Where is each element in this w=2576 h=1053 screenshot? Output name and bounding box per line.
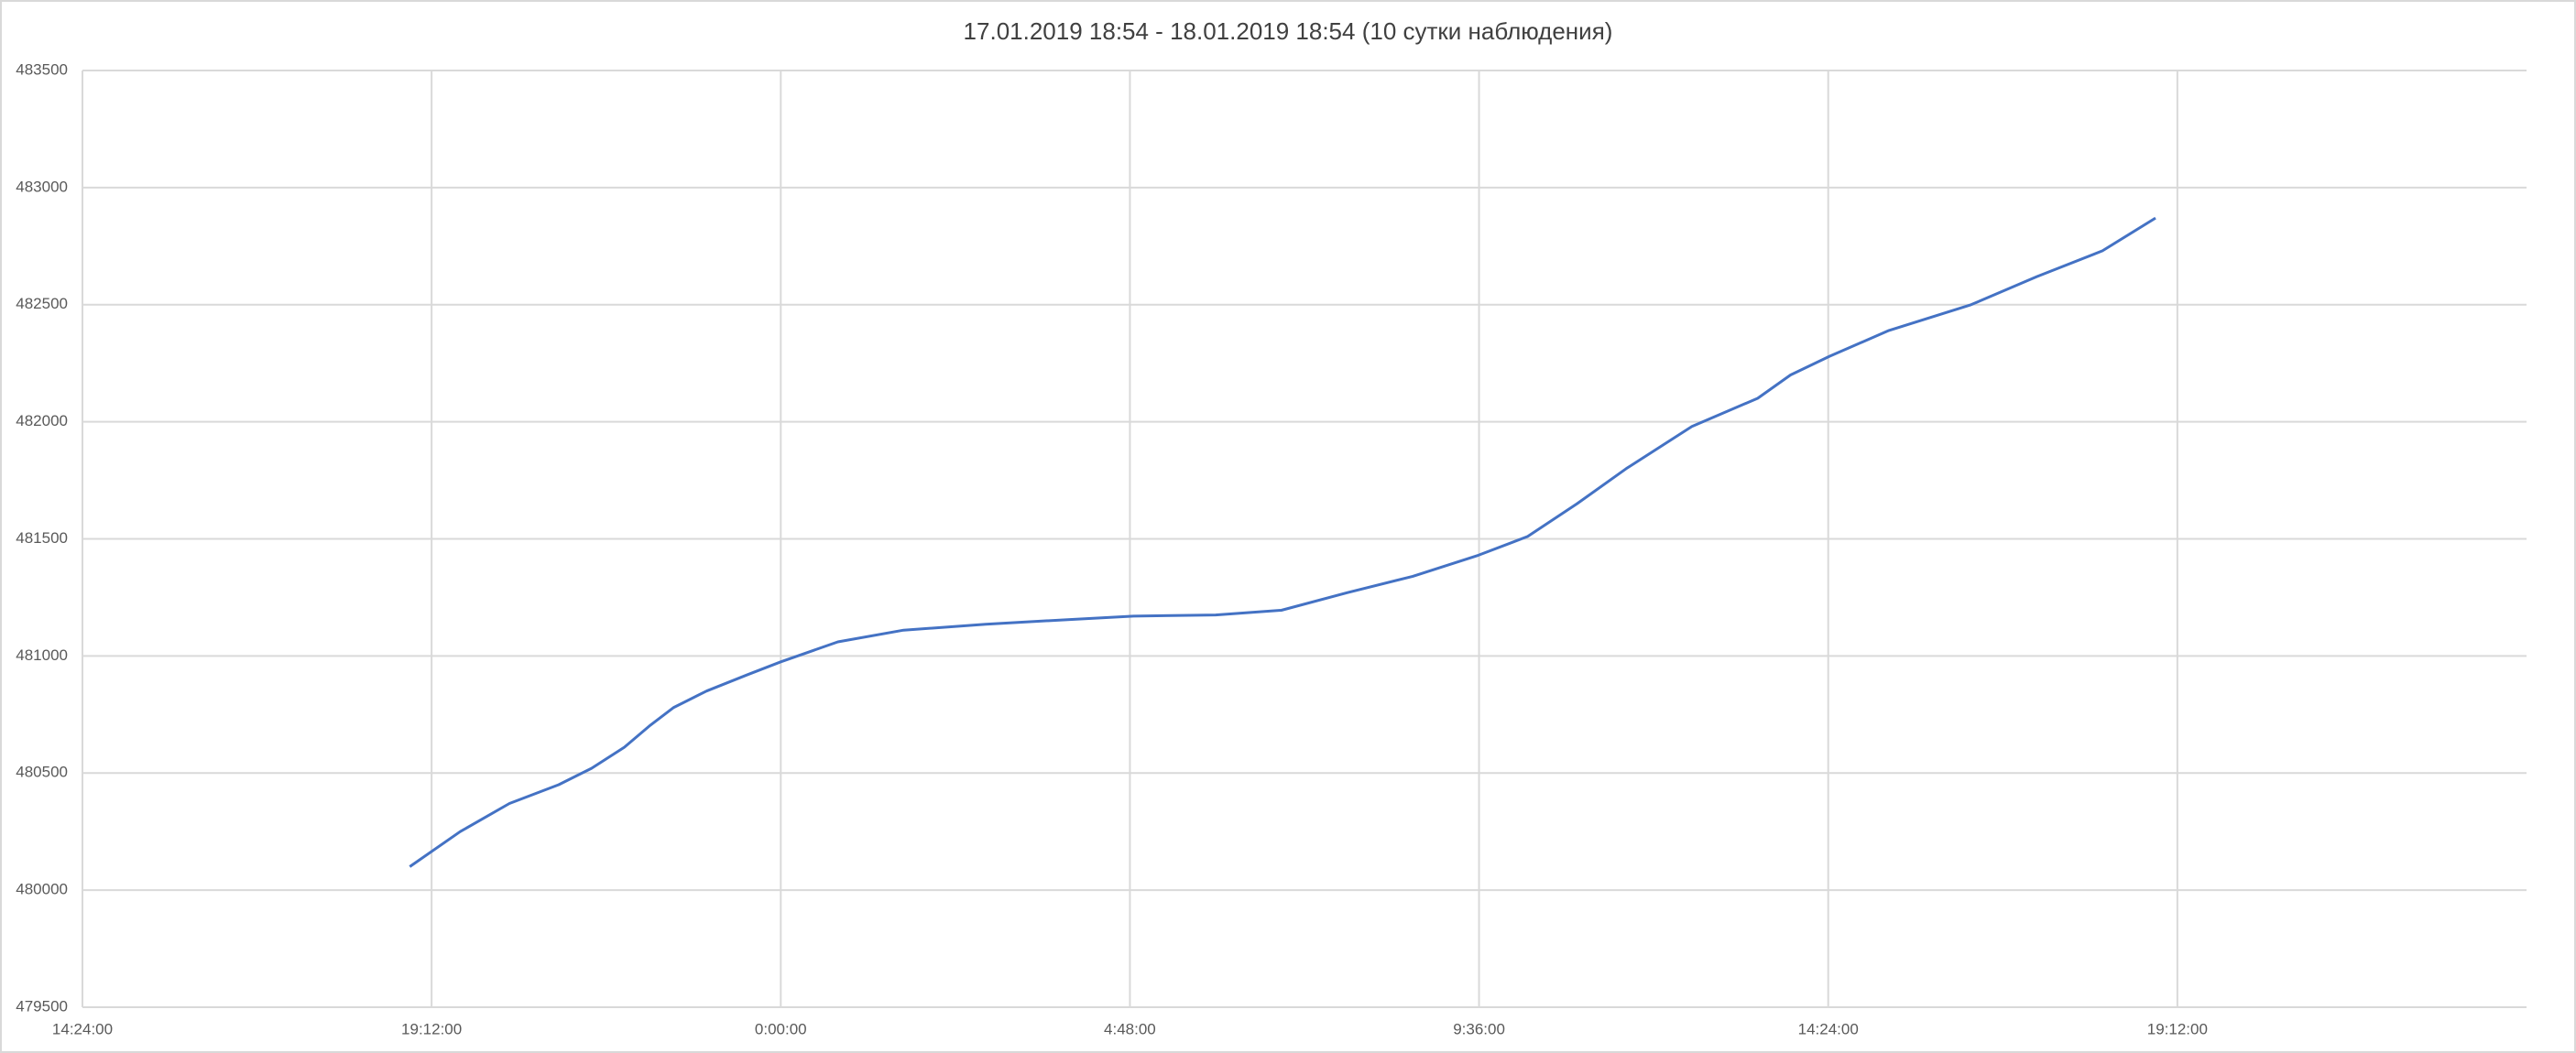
data-line xyxy=(409,216,2156,868)
y-tick-label: 482500 xyxy=(16,295,68,312)
y-tick-label: 482000 xyxy=(16,412,68,429)
x-tick-label: 19:12:00 xyxy=(2147,1020,2208,1037)
x-tick-label: 9:36:00 xyxy=(1453,1020,1505,1037)
chart-title: 17.01.2019 18:54 - 18.01.2019 18:54 (10 … xyxy=(964,17,1613,45)
y-tick-label: 481500 xyxy=(16,529,68,547)
y-tick-label: 481000 xyxy=(16,646,68,664)
y-tick-label: 483500 xyxy=(16,60,68,78)
x-tick-label: 0:00:00 xyxy=(755,1020,807,1037)
y-tick-label: 479500 xyxy=(16,997,68,1015)
y-tick-label: 483000 xyxy=(16,178,68,195)
y-tick-label: 480500 xyxy=(16,764,68,781)
x-tick-label: 14:24:00 xyxy=(52,1020,113,1037)
y-tick-label: 480000 xyxy=(16,881,68,898)
x-tick-label: 4:48:00 xyxy=(1104,1020,1156,1037)
x-tick-label: 19:12:00 xyxy=(401,1020,462,1037)
x-tick-label: 14:24:00 xyxy=(1798,1020,1859,1037)
